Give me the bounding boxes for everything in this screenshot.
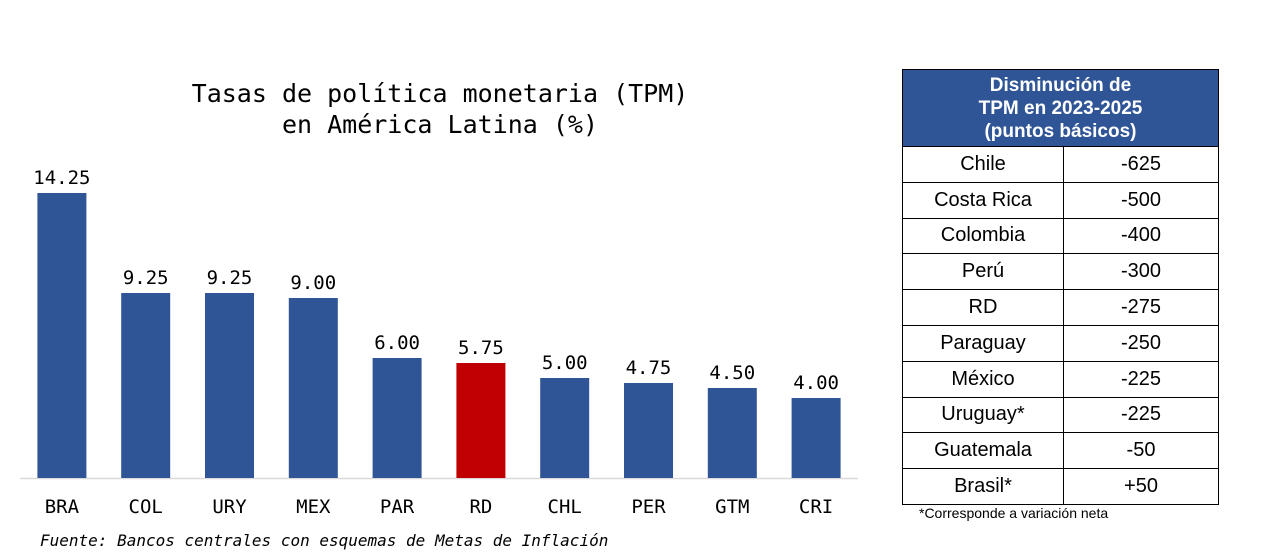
table-row: Brasil* +50 xyxy=(902,468,1219,505)
table-row: Perú -300 xyxy=(902,253,1219,291)
chart-title: Tasas de política monetaria (TPM) en Amé… xyxy=(20,78,860,140)
table-cell-country: México xyxy=(902,360,1064,398)
table-row: RD -275 xyxy=(902,289,1219,326)
table-cell-country: Chile xyxy=(902,146,1064,183)
data-label-gtm: 4.50 xyxy=(709,362,755,384)
bar-cri xyxy=(791,398,841,478)
table-cell-value: -250 xyxy=(1063,324,1219,362)
bar-per xyxy=(624,383,673,478)
table-cell-value: -225 xyxy=(1063,360,1219,398)
table-cell-value: -400 xyxy=(1063,217,1219,255)
table-row: México -225 xyxy=(902,360,1219,398)
table-cell-country: Uruguay* xyxy=(902,396,1064,434)
category-label-par: PAR xyxy=(380,496,415,518)
table-cell-country: RD xyxy=(902,289,1064,326)
bar-gtm xyxy=(707,388,757,478)
table-cell-country: Colombia xyxy=(902,217,1064,255)
category-label-gtm: GTM xyxy=(715,496,749,518)
table-cell-value: +50 xyxy=(1063,468,1219,505)
table-row: Chile -625 xyxy=(902,146,1219,183)
table-row: Paraguay -250 xyxy=(902,324,1219,362)
table-footnote: *Corresponde a variación neta xyxy=(919,505,1109,521)
table-row: Costa Rica -500 xyxy=(902,181,1219,219)
data-label-chl: 5.00 xyxy=(542,352,588,374)
tpm-reduction-table: Disminución de TPM en 2023-2025 (puntos … xyxy=(902,69,1219,505)
category-label-bra: BRA xyxy=(45,496,80,518)
table-header-line-1: Disminución de xyxy=(989,74,1132,96)
bar-col xyxy=(121,293,171,478)
table-header-line-2: TPM en 2023-2025 xyxy=(978,97,1143,119)
table-cell-country: Costa Rica xyxy=(902,181,1064,219)
table-cell-value: -225 xyxy=(1063,396,1219,434)
table-header: Disminución de TPM en 2023-2025 (puntos … xyxy=(902,69,1219,147)
data-label-ury: 9.25 xyxy=(207,267,253,289)
data-label-bra: 14.25 xyxy=(33,167,90,189)
bar-ury xyxy=(205,293,254,478)
category-label-cri: CRI xyxy=(799,496,833,518)
category-label-col: COL xyxy=(129,496,163,518)
bar-chl xyxy=(540,378,590,478)
bar-chart: 14.25 BRA 9.25 COL 9.25 URY 9.00 MEX 6.00 PAR 5.75… xyxy=(20,167,858,518)
data-label-col: 9.25 xyxy=(123,267,169,289)
bar-mex xyxy=(288,298,338,478)
table-cell-value: -300 xyxy=(1063,253,1219,291)
table-cell-country: Brasil* xyxy=(902,468,1064,505)
table-header-line-3: (puntos básicos) xyxy=(984,120,1137,142)
chart-title-line-2: en América Latina (%) xyxy=(281,110,599,139)
data-label-par: 6.00 xyxy=(374,332,420,354)
category-label-mex: MEX xyxy=(296,496,331,518)
bar-bra xyxy=(37,193,87,478)
category-label-chl: CHL xyxy=(548,496,582,518)
data-label-mex: 9.00 xyxy=(290,272,336,294)
data-label-cri: 4.00 xyxy=(793,372,839,394)
table-cell-value: -50 xyxy=(1063,432,1219,470)
bar-par xyxy=(372,358,422,478)
table-cell-value: -275 xyxy=(1063,289,1219,326)
chart-title-line-1: Tasas de política monetaria (TPM) xyxy=(191,79,689,108)
table-cell-value: -625 xyxy=(1063,146,1219,183)
category-label-per: PER xyxy=(631,496,666,518)
table-row: Uruguay* -225 xyxy=(902,396,1219,434)
table-header-row: Disminución de TPM en 2023-2025 (puntos … xyxy=(902,69,1219,147)
table-cell-country: Paraguay xyxy=(902,324,1064,362)
category-label-rd: RD xyxy=(469,496,492,518)
table-cell-value: -500 xyxy=(1063,181,1219,219)
data-label-per: 4.75 xyxy=(626,357,672,379)
category-label-ury: URY xyxy=(212,496,247,518)
table-row: Colombia -400 xyxy=(902,217,1219,255)
table-row: Guatemala -50 xyxy=(902,432,1219,470)
bar-rd xyxy=(456,363,506,478)
table-cell-country: Perú xyxy=(902,253,1064,291)
source-note: Fuente: Bancos centrales con esquemas de… xyxy=(40,531,609,550)
data-label-rd: 5.75 xyxy=(458,337,504,359)
table-cell-country: Guatemala xyxy=(902,432,1064,470)
